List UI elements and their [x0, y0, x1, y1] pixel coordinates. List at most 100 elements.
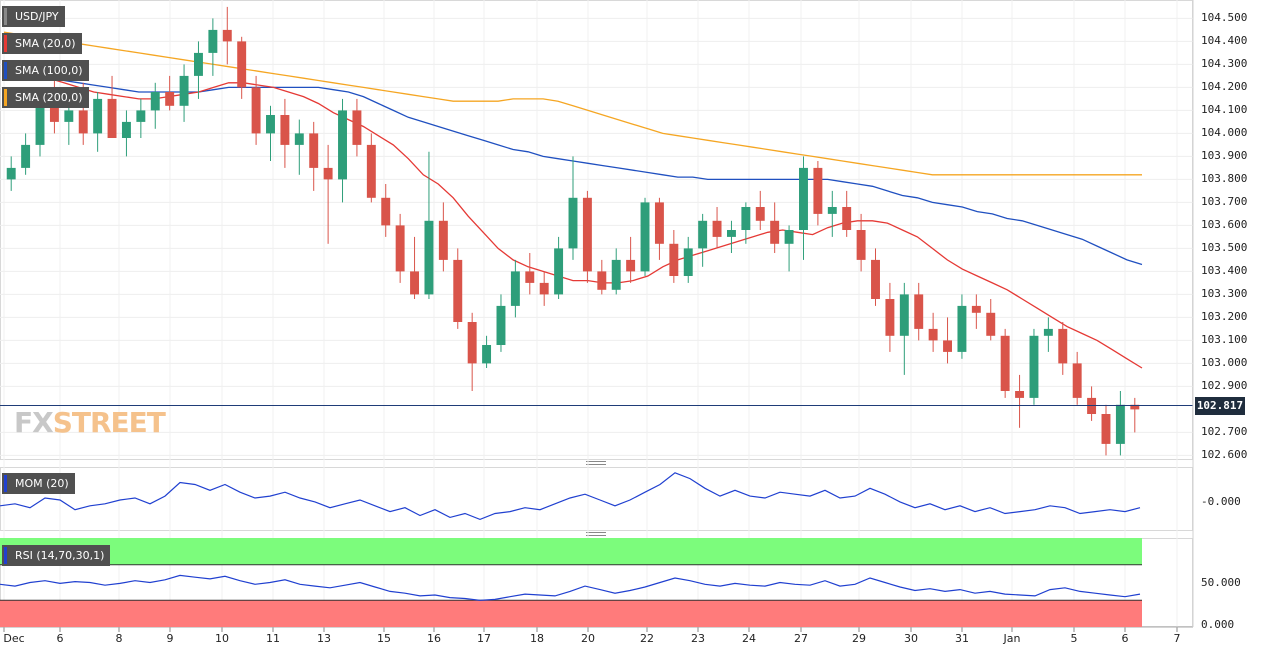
candle-body [424, 220, 434, 295]
x-tick-label: 22 [640, 632, 654, 645]
candle-body [957, 305, 967, 352]
rsi-line [0, 574, 1141, 601]
candle-body [698, 220, 708, 249]
price-tick-label: 104.200 [1201, 80, 1248, 94]
x-tick-label: 17 [477, 632, 491, 645]
rsi-label[interactable]: RSI (14,70,30,1) [2, 545, 111, 566]
sma200-text: SMA (200,0) [15, 91, 83, 104]
candle-body [1130, 404, 1140, 410]
symbol-label[interactable]: USD/JPY [2, 6, 65, 27]
price-tick-label: 102.700 [1201, 425, 1248, 439]
x-tick-label: 29 [852, 632, 866, 645]
candle-body [1101, 414, 1111, 444]
candle-body [568, 197, 578, 249]
pane-resize-handle[interactable] [586, 532, 606, 536]
sma20-text: SMA (20,0) [15, 37, 76, 50]
sma20-line [3, 63, 1143, 369]
candle-body [6, 167, 16, 180]
candle-body [366, 144, 376, 198]
mom-text: MOM (20) [15, 477, 69, 490]
candle-body [626, 259, 636, 272]
x-tick-label: 9 [166, 632, 174, 645]
candle-body [554, 248, 564, 295]
price-tick-label: 102.600 [1201, 448, 1248, 462]
candle-body [1015, 391, 1025, 398]
x-tick-label: 13 [317, 632, 331, 645]
candle-body [510, 271, 520, 306]
x-tick-label: 7 [1173, 632, 1181, 645]
candle-body [683, 248, 693, 276]
candle-body [453, 259, 463, 322]
candle-body [381, 197, 391, 226]
candle-body [496, 305, 506, 345]
price-tick-label: 103.700 [1201, 195, 1248, 209]
x-tick-label: 8 [115, 632, 123, 645]
candle-body [49, 98, 59, 122]
x-tick-label: 15 [377, 632, 391, 645]
candle-body [539, 282, 549, 295]
candle-body [654, 202, 664, 244]
mom-label[interactable]: MOM (20) [2, 473, 75, 494]
candle-body [986, 312, 996, 336]
candle-body [856, 230, 866, 260]
mom-line [0, 472, 1141, 521]
x-tick-label: 6 [1121, 632, 1129, 645]
mom-tick-label: -0.000 [1201, 494, 1241, 508]
candle-body [741, 207, 751, 230]
x-tick-label: 10 [215, 632, 229, 645]
candle-body [1058, 328, 1068, 364]
candle-body [770, 220, 780, 244]
pane-resize-handle[interactable] [586, 461, 606, 465]
sma20-swatch [4, 35, 7, 52]
candle-body [525, 271, 535, 283]
candle-body [914, 294, 924, 329]
candle-body [943, 340, 952, 352]
rsi-oversold-zone [0, 600, 1142, 627]
x-tick-label: 11 [266, 632, 280, 645]
rsi-overbought-zone [0, 538, 1142, 565]
candle-body [121, 121, 131, 138]
candle-body [784, 230, 794, 244]
sma200-label[interactable]: SMA (200,0) [2, 87, 89, 108]
candle-body [208, 29, 218, 53]
price-tick-label: 103.400 [1201, 264, 1248, 278]
candle-body [309, 133, 319, 168]
candle-body [64, 110, 74, 122]
x-tick-label: 5 [1070, 632, 1078, 645]
candle-body [294, 133, 304, 145]
candle-body [611, 259, 621, 290]
candle-body [842, 207, 852, 230]
candle-body [755, 207, 765, 221]
candle-body [885, 299, 895, 336]
x-tick-label: 6 [56, 632, 64, 645]
candle-body [323, 167, 333, 180]
price-tick-label: 103.100 [1201, 333, 1248, 347]
candle-body [150, 92, 160, 111]
candle-body [438, 220, 448, 260]
candle-body [928, 328, 938, 341]
candle-body [352, 110, 362, 145]
candle-body [21, 144, 31, 168]
price-tick-label: 104.100 [1201, 103, 1248, 117]
candle-body [280, 115, 290, 145]
sma20-label[interactable]: SMA (20,0) [2, 33, 82, 54]
candle-body [93, 98, 103, 134]
candle-body [813, 167, 823, 214]
candle-body [1043, 328, 1053, 336]
candle-body [237, 41, 247, 88]
price-tick-label: 103.800 [1201, 172, 1248, 186]
candle-body [194, 52, 203, 76]
candle-body [597, 271, 607, 290]
candle-body [1115, 404, 1125, 444]
sma100-label[interactable]: SMA (100,0) [2, 60, 89, 81]
candle-body [971, 305, 981, 313]
symbol-swatch [4, 8, 7, 25]
candle-body [482, 345, 492, 364]
rsi-tick-label: 50.000 [1201, 575, 1241, 589]
x-tick-label: 30 [904, 632, 918, 645]
rsi-tick-label: 0.000 [1201, 618, 1235, 631]
price-tick-label: 103.000 [1201, 356, 1248, 370]
candle-body [35, 98, 45, 145]
price-tick-label: 104.300 [1201, 57, 1248, 71]
